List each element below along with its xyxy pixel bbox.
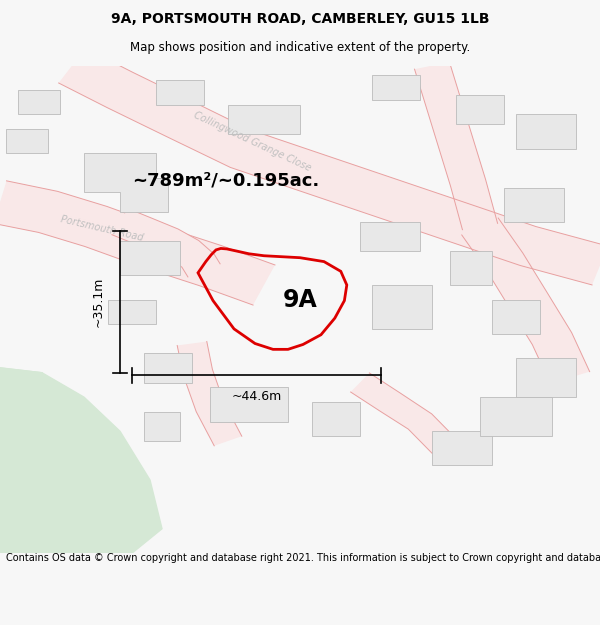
Polygon shape	[372, 76, 420, 100]
Polygon shape	[144, 353, 192, 382]
Text: Portsmouth Road: Portsmouth Road	[60, 214, 145, 243]
Polygon shape	[492, 299, 540, 334]
Polygon shape	[6, 129, 48, 153]
Polygon shape	[0, 368, 60, 466]
Polygon shape	[144, 412, 180, 441]
Polygon shape	[108, 299, 156, 324]
Polygon shape	[84, 153, 168, 212]
Polygon shape	[516, 358, 576, 397]
Polygon shape	[450, 251, 492, 285]
Text: Contains OS data © Crown copyright and database right 2021. This information is : Contains OS data © Crown copyright and d…	[6, 553, 600, 563]
Polygon shape	[177, 341, 242, 446]
Text: ~44.6m: ~44.6m	[232, 390, 281, 403]
Text: Collingwood Grange Close: Collingwood Grange Close	[192, 109, 313, 173]
Polygon shape	[0, 368, 162, 553]
Polygon shape	[156, 80, 204, 104]
Polygon shape	[360, 222, 420, 251]
Polygon shape	[462, 218, 590, 384]
Polygon shape	[0, 181, 275, 305]
Polygon shape	[504, 188, 564, 222]
Polygon shape	[312, 402, 360, 436]
Text: Map shows position and indicative extent of the property.: Map shows position and indicative extent…	[130, 41, 470, 54]
Text: 9A: 9A	[283, 288, 317, 312]
Text: ~35.1m: ~35.1m	[92, 277, 105, 328]
Polygon shape	[432, 431, 492, 466]
Polygon shape	[456, 95, 504, 124]
Polygon shape	[372, 285, 432, 329]
Polygon shape	[415, 62, 497, 229]
Polygon shape	[112, 209, 220, 277]
Polygon shape	[120, 241, 180, 275]
Text: ~789m²/~0.195ac.: ~789m²/~0.195ac.	[132, 171, 319, 189]
Polygon shape	[18, 90, 60, 114]
Polygon shape	[210, 388, 288, 421]
Polygon shape	[480, 397, 552, 436]
Polygon shape	[350, 373, 456, 454]
Polygon shape	[516, 114, 576, 149]
Polygon shape	[228, 104, 300, 134]
Text: 9A, PORTSMOUTH ROAD, CAMBERLEY, GU15 1LB: 9A, PORTSMOUTH ROAD, CAMBERLEY, GU15 1LB	[111, 12, 489, 26]
Polygon shape	[59, 48, 600, 285]
